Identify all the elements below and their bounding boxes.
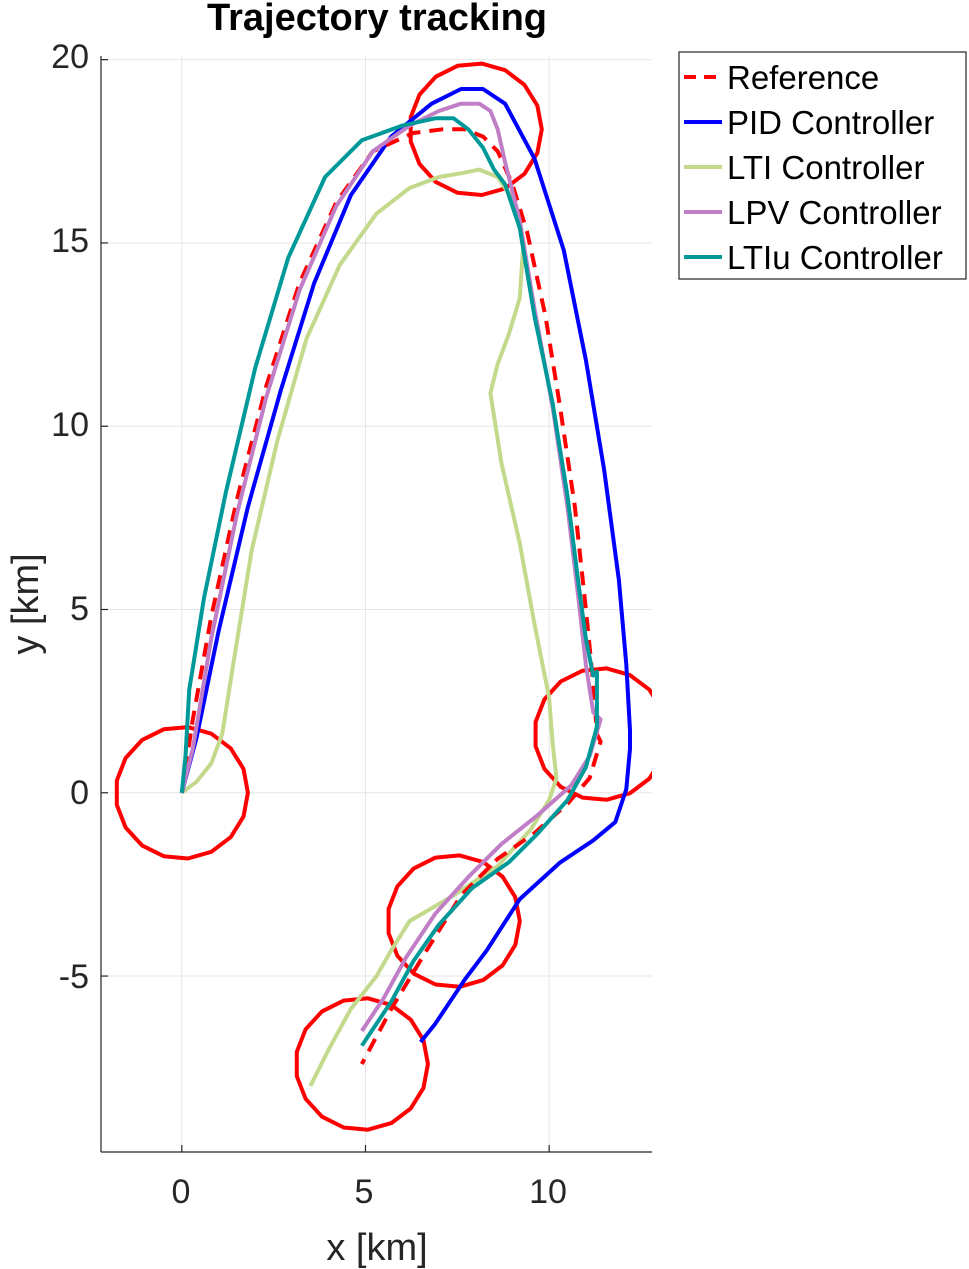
waypoint-circle-4	[386, 853, 522, 989]
axis-ticks	[101, 59, 550, 1152]
legend-label-reference: Reference	[727, 59, 879, 96]
tick-labels: 0 5 10 20 15 10 5 0 -5	[51, 38, 567, 1211]
waypoint-circle-3	[533, 666, 652, 802]
x-axis-label: x [km]	[326, 1227, 427, 1269]
series-line-ltiu-controller	[179, 116, 599, 1047]
y-tick-label: 5	[70, 590, 89, 628]
legend-box	[678, 51, 967, 280]
waypoint-circles	[114, 61, 652, 1132]
x-tick-label: 0	[172, 1173, 191, 1211]
legend: Reference PID Controller LTI Controller …	[678, 51, 967, 280]
y-tick-label: 0	[70, 774, 89, 812]
legend-label-pid: PID Controller	[727, 104, 934, 141]
y-tick-label: 10	[51, 406, 89, 444]
series-line-pid-controller	[179, 87, 632, 1044]
plot-content	[114, 61, 652, 1132]
legend-label-lti: LTI Controller	[727, 149, 924, 186]
y-tick-label: 15	[51, 222, 89, 260]
y-tick-label: -5	[59, 958, 89, 996]
series-lines	[179, 87, 632, 1087]
plot-area	[101, 56, 652, 1152]
waypoint-circle-2	[408, 61, 544, 197]
y-tick-label: 20	[51, 38, 89, 76]
waypoint-circle-5	[294, 996, 430, 1132]
legend-label-lpv: LPV Controller	[727, 194, 942, 231]
chart-title: Trajectory tracking	[207, 0, 547, 39]
y-axis-label: y [km]	[5, 553, 47, 654]
x-tick-label: 5	[355, 1173, 374, 1211]
x-tick-label: 10	[529, 1173, 567, 1211]
legend-label-ltiu: LTIu Controller	[727, 239, 943, 276]
waypoint-circle-1	[114, 725, 250, 861]
